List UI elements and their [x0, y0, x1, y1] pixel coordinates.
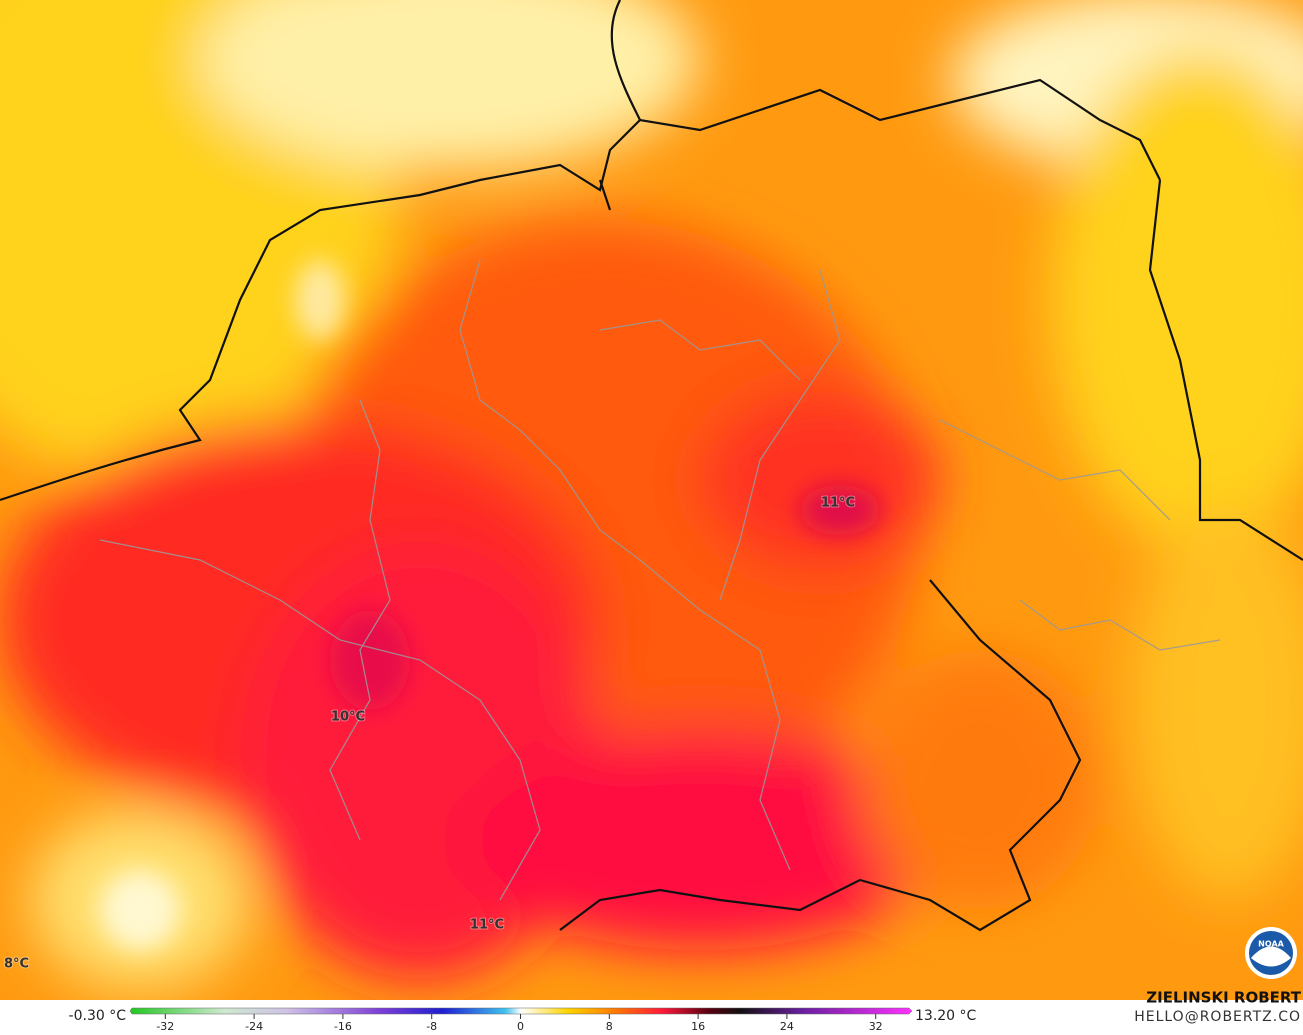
temperature-label: 11°C	[821, 496, 855, 511]
colorbar-tick-label: 8	[606, 1020, 613, 1033]
noaa-logo: NOAA	[1245, 927, 1297, 979]
colorbar-tick-label: -8	[426, 1020, 437, 1033]
colorbar-tick-label: -24	[245, 1020, 263, 1033]
temperature-label: 8°C	[4, 957, 29, 972]
temperature-label: 11°C	[470, 918, 504, 933]
colorbar-tick-label: 16	[691, 1020, 705, 1033]
colorbar-min: -0.30 °C	[69, 1008, 127, 1024]
colorbar-tick-label: 24	[780, 1020, 794, 1033]
colorbar-tick-label: 32	[869, 1020, 883, 1033]
temperature-label: 10°C	[331, 710, 365, 725]
colorbar	[129, 1007, 913, 1015]
credit-name: ZIELINSKI ROBERT	[1146, 989, 1301, 1007]
colorbar-tick-label: -16	[334, 1020, 352, 1033]
colorbar-max: 13.20 °C	[915, 1008, 977, 1024]
colorbar-tick-label: -32	[156, 1020, 174, 1033]
svg-text:NOAA: NOAA	[1258, 940, 1284, 949]
temperature-map: 11°C 10°C 11°C 8°C NOAA	[0, 0, 1303, 1000]
credit-email: HELLO@ROBERTZ.CO	[1134, 1009, 1301, 1025]
colorbar-tick-label: 0	[517, 1020, 524, 1033]
